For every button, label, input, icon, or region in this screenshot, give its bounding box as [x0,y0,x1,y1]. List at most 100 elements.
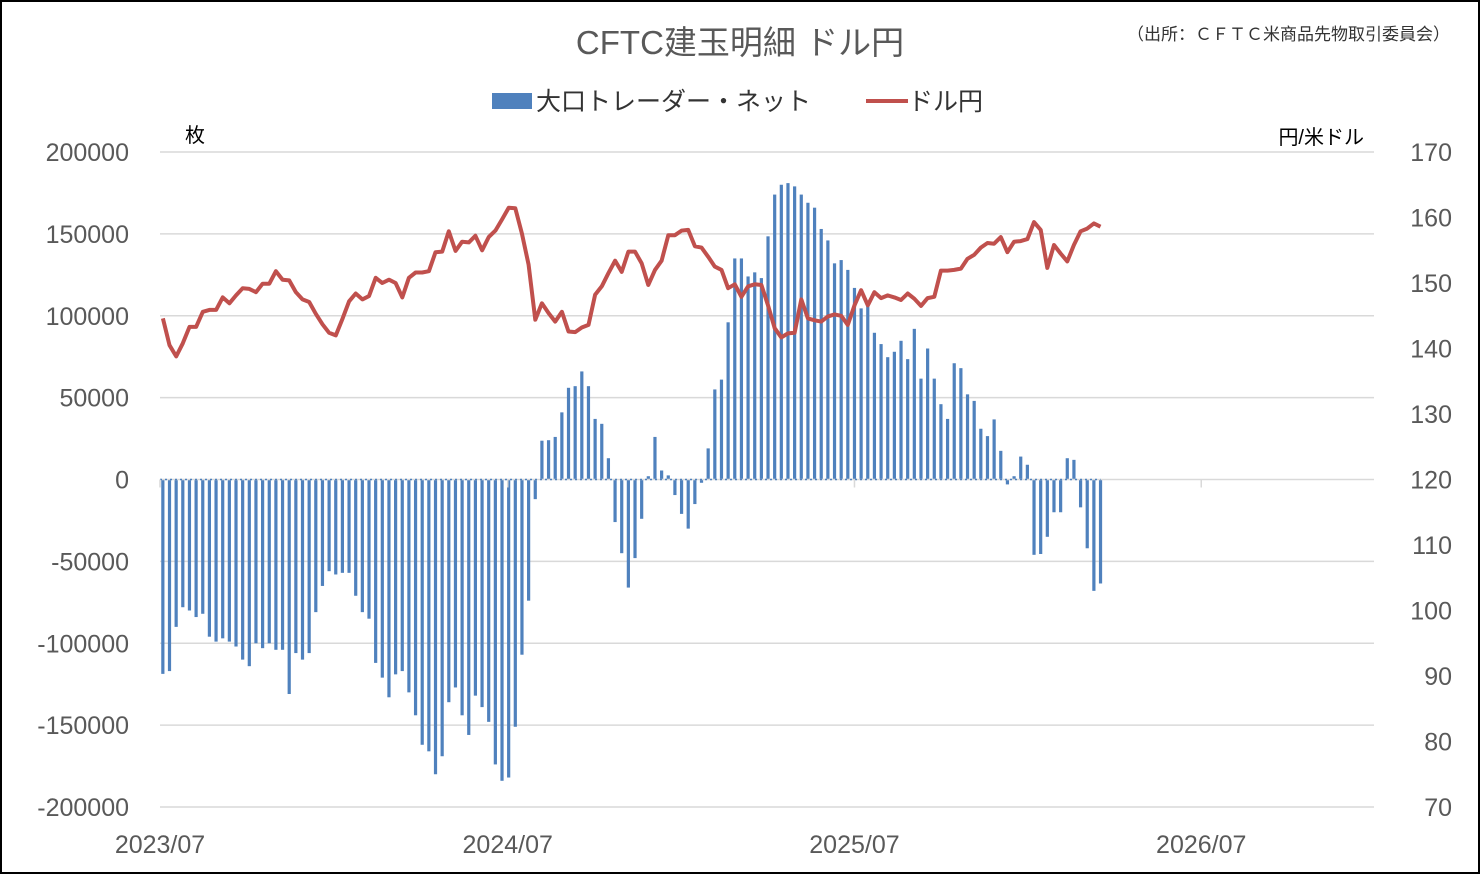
bar-2025-01-14 [693,479,697,505]
legend-swatch-bars [492,93,532,109]
bar-2023-10-24 [267,479,271,644]
bar-2024-05-14 [460,479,464,716]
bar-2025-04-15 [779,184,783,480]
bar-2024-02-13 [374,479,378,663]
bar-2023-09-05 [221,479,225,639]
bar-2025-09-23 [932,378,936,480]
bar-2024-05-21 [467,479,471,735]
bar-2026-01-20 [1045,479,1049,537]
bar-2024-02-27 [387,479,391,698]
bar-2025-09-09 [919,378,923,480]
right-tick-label: 150 [1410,270,1452,298]
bar-2024-04-23 [440,479,444,757]
left-axis-unit: 枚 [185,124,205,147]
bar-2026-02-10 [1065,458,1069,480]
bar-2023-10-31 [274,479,278,650]
bar-2025-10-07 [945,418,950,480]
bar-2024-06-18 [493,479,497,765]
bar-2025-01-28 [706,448,710,480]
bar-2024-09-10 [573,386,577,480]
bar-2025-03-25 [759,278,763,480]
left-axis-ticks: 200000 150000 100000 50000 0 -50000 -100000 -15… [37,139,129,822]
bar-2024-09-03 [566,387,571,480]
bar-2025-11-25 [992,419,996,480]
bar-2026-03-03 [1085,479,1089,549]
line-series-usdjpy [160,205,1102,359]
x-axis-ticks: 2023/07 2024/07 2025/07 2026/07 [115,479,1246,859]
bar-2025-07-01 [852,287,857,480]
left-tick-label: -50000 [51,548,129,576]
x-tick-label: 2023/07 [115,831,205,859]
bar-2025-08-19 [899,340,903,480]
bar-2024-08-20 [553,436,557,480]
bar-2025-09-02 [912,328,916,480]
bar-2025-06-24 [846,269,850,480]
bar-2024-10-15 [606,458,611,480]
bar-2024-07-02 [507,479,511,778]
bar-2024-10-22 [613,479,617,523]
bar-2023-10-17 [261,479,265,649]
bar-2025-07-22 [872,332,877,480]
right-tick-label: 130 [1410,401,1452,429]
right-axis-unit: 円/米ドル [1278,126,1364,149]
left-tick-label: -200000 [37,794,129,822]
right-tick-label: 170 [1410,139,1452,167]
bar-2025-05-06 [799,194,803,480]
right-tick-label: 110 [1412,532,1452,560]
bar-2023-07-11 [167,479,172,672]
bar-2025-04-01 [766,236,770,480]
bar-2023-11-21 [294,479,298,654]
bar-2024-01-02 [334,479,338,575]
bar-2023-10-03 [247,479,251,667]
bar-2023-07-25 [181,479,185,608]
right-axis-ticks: 170 160 150 140 130 120 110 100 90 80 70 [1410,139,1452,822]
bar-2024-02-06 [367,479,371,619]
bar-2024-01-16 [347,479,351,573]
bar-2024-04-16 [433,479,438,775]
bar-2023-12-05 [307,479,311,654]
bar-2024-01-30 [360,479,364,613]
right-tick-label: 160 [1410,205,1452,233]
bar-2025-05-27 [819,228,823,480]
bar-2026-02-17 [1072,459,1076,480]
bar-2025-10-14 [952,363,956,480]
bar-2025-10-21 [959,368,963,480]
bar-2025-07-15 [866,301,870,480]
bar-2024-07-09 [513,479,517,727]
bar-2024-05-28 [473,479,478,696]
bar-2024-04-30 [447,479,451,703]
x-tick-label: 2026/07 [1156,831,1246,859]
bar-2024-04-02 [420,479,424,745]
bar-2024-03-05 [394,479,398,675]
bar-2025-06-10 [832,263,837,480]
bar-2023-09-12 [227,479,231,642]
bar-2023-10-10 [254,479,258,644]
left-tick-label: 100000 [46,303,129,331]
bar-2025-12-23 [1019,456,1023,480]
right-tick-label: 90 [1424,663,1452,691]
right-tick-label: 100 [1410,598,1452,626]
bar-2024-11-19 [640,479,644,519]
bar-2023-08-29 [214,479,218,642]
bar-2024-01-23 [354,479,358,596]
right-tick-label: 140 [1410,336,1452,364]
bar-2025-12-16 [1012,476,1016,480]
bar-2025-08-05 [886,357,890,480]
bar-2023-07-18 [174,479,178,627]
bar-2025-08-12 [892,351,896,480]
bar-2024-07-30 [533,479,537,500]
right-tick-label: 70 [1424,794,1452,822]
bar-2024-12-03 [653,436,657,480]
bar-2023-08-15 [201,479,205,614]
bar-2025-02-18 [726,322,730,480]
bar-2025-02-04 [713,389,717,480]
bar-2025-06-03 [826,240,830,480]
bar-2025-12-02 [999,450,1003,480]
legend-label-line: ドル円 [908,88,983,116]
left-tick-label: 50000 [59,385,129,413]
bar-2024-08-06 [540,440,544,480]
bar-2025-01-07 [686,479,690,529]
right-tick-label: 120 [1410,467,1452,495]
bar-2023-09-26 [241,479,245,660]
